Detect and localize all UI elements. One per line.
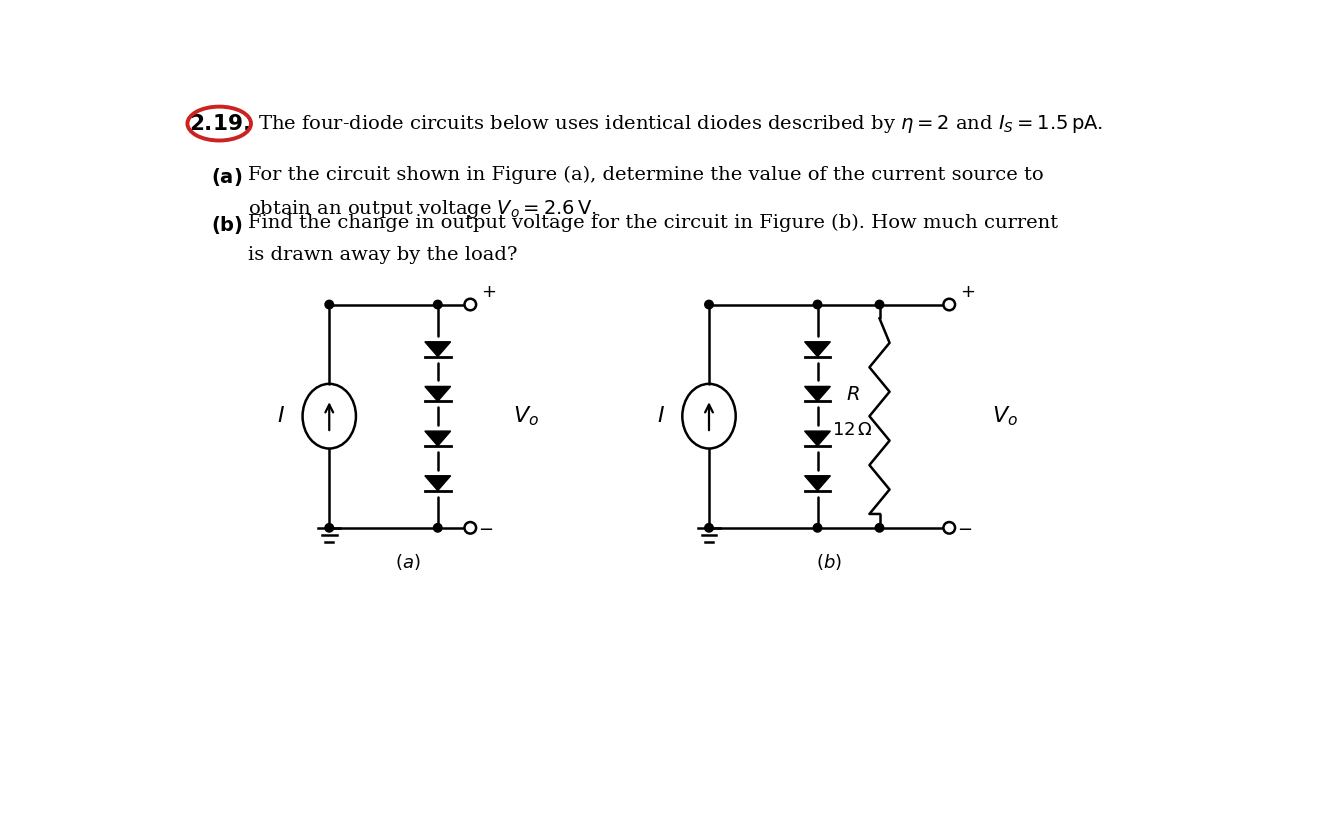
- Polygon shape: [425, 476, 450, 491]
- Circle shape: [814, 300, 822, 308]
- Polygon shape: [805, 342, 830, 357]
- Text: $\mathbf{(b)}$: $\mathbf{(b)}$: [212, 213, 244, 236]
- Polygon shape: [425, 431, 450, 446]
- Text: $(a)$: $(a)$: [394, 552, 421, 573]
- Circle shape: [325, 524, 333, 532]
- Text: $12\,\Omega$: $12\,\Omega$: [832, 421, 872, 439]
- Text: $\mathbf{(a)}$: $\mathbf{(a)}$: [212, 166, 242, 188]
- Text: $\bf{2.19.}$: $\bf{2.19.}$: [189, 113, 249, 135]
- Text: $+$: $+$: [481, 283, 497, 301]
- Text: $I$: $I$: [657, 405, 665, 427]
- Circle shape: [705, 300, 713, 308]
- Circle shape: [433, 524, 442, 532]
- Text: obtain an output voltage $V_o = 2.6\,\mathrm{V}$.: obtain an output voltage $V_o = 2.6\,\ma…: [248, 198, 597, 220]
- Polygon shape: [425, 386, 450, 402]
- Circle shape: [875, 300, 883, 308]
- Text: The four-diode circuits below uses identical diodes described by $\eta = 2$ and : The four-diode circuits below uses ident…: [258, 113, 1103, 135]
- Text: $V_o$: $V_o$: [992, 404, 1018, 428]
- Text: $(b)$: $(b)$: [817, 552, 842, 573]
- Text: $R$: $R$: [846, 385, 859, 403]
- Circle shape: [433, 300, 442, 308]
- Circle shape: [465, 522, 476, 533]
- Polygon shape: [805, 476, 830, 491]
- Circle shape: [943, 522, 955, 533]
- Circle shape: [943, 299, 955, 310]
- Text: $+$: $+$: [960, 283, 975, 301]
- Circle shape: [875, 524, 883, 532]
- Text: $-$: $-$: [956, 519, 972, 537]
- Polygon shape: [805, 386, 830, 402]
- Circle shape: [814, 524, 822, 532]
- Text: $V_o$: $V_o$: [513, 404, 539, 428]
- Circle shape: [325, 300, 333, 308]
- Polygon shape: [425, 342, 450, 357]
- Text: Find the change in output voltage for the circuit in Figure (b). How much curren: Find the change in output voltage for th…: [248, 213, 1058, 232]
- Polygon shape: [805, 431, 830, 446]
- Text: is drawn away by the load?: is drawn away by the load?: [248, 246, 517, 264]
- Text: For the circuit shown in Figure (a), determine the value of the current source t: For the circuit shown in Figure (a), det…: [248, 166, 1043, 184]
- Text: $I$: $I$: [277, 405, 285, 427]
- Circle shape: [705, 524, 713, 532]
- Text: $-$: $-$: [478, 519, 493, 537]
- Circle shape: [465, 299, 476, 310]
